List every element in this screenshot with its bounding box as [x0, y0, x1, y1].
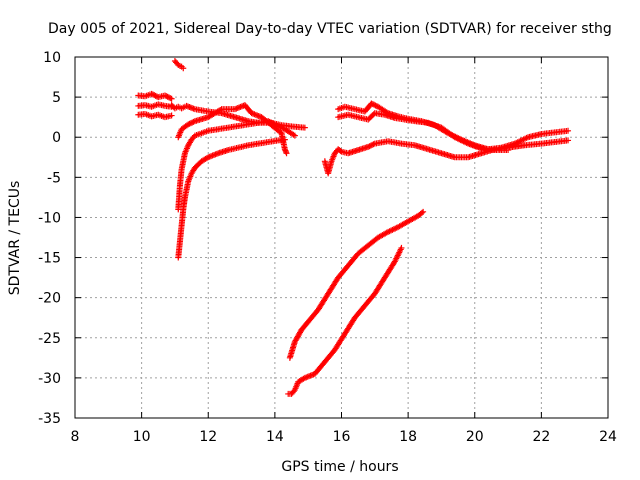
x-tick-label: 8 [71, 429, 80, 445]
y-tick-label: -15 [38, 251, 61, 267]
x-tick-label: 12 [199, 429, 217, 445]
data-point [418, 209, 425, 216]
y-axis-tick-labels: -35 -30 -25 -20 -15 -10 -5 0 5 10 [38, 50, 61, 427]
series-track-09 [278, 130, 290, 157]
grid-lines [75, 57, 608, 418]
series-track-03 [135, 110, 175, 121]
data-point [217, 106, 224, 113]
data-point [369, 141, 376, 148]
data-point [372, 102, 379, 109]
data-point [505, 147, 512, 154]
y-tick-label: 5 [52, 90, 61, 106]
data-point [270, 120, 277, 127]
data-point [185, 121, 192, 128]
data-point [398, 244, 405, 251]
data-point [337, 147, 344, 154]
data-point [203, 155, 210, 162]
y-tick-label: -5 [47, 170, 61, 186]
series-track-10 [321, 137, 572, 177]
data-point [366, 143, 373, 150]
data-point [371, 101, 378, 108]
data-point [148, 90, 155, 97]
data-point [189, 119, 196, 126]
data-point [265, 118, 272, 125]
data-point [163, 93, 170, 100]
data-point [300, 375, 307, 382]
data-point [269, 120, 276, 127]
data-point [283, 150, 290, 157]
series-track-01 [135, 90, 175, 102]
data-point [370, 141, 377, 148]
y-tick-label: -35 [38, 411, 61, 427]
data-point [149, 91, 156, 98]
data-point [365, 143, 372, 150]
data-series-layer [135, 58, 572, 397]
series-track-07 [175, 118, 298, 213]
x-tick-label: 18 [399, 429, 417, 445]
x-tick-label: 24 [599, 429, 617, 445]
y-tick-label: -20 [38, 291, 61, 307]
data-point [186, 120, 193, 127]
data-point [368, 100, 375, 107]
data-point [291, 132, 298, 139]
data-point [301, 124, 308, 131]
data-point [165, 94, 172, 101]
x-axis-label: GPS time / hours [281, 459, 398, 475]
data-point [167, 95, 174, 102]
x-tick-label: 10 [133, 429, 151, 445]
data-point [187, 120, 194, 127]
x-tick-label: 20 [466, 429, 484, 445]
y-axis-label: SDTVAR / TECUs [7, 181, 23, 296]
y-tick-label: 10 [43, 50, 61, 66]
y-tick-label: -25 [38, 331, 61, 347]
data-point [180, 65, 187, 72]
data-point [266, 118, 273, 125]
x-tick-label: 14 [266, 429, 284, 445]
series-track-13 [286, 208, 427, 361]
axis-ticks [74, 56, 609, 419]
x-tick-label: 16 [333, 429, 351, 445]
data-point [369, 101, 376, 108]
data-point [565, 127, 572, 134]
series-track-05 [171, 58, 187, 72]
x-axis-tick-labels: 8 10 12 14 16 18 20 22 24 [71, 429, 617, 445]
chart-title: Day 005 of 2021, Sidereal Day-to-day VTE… [48, 21, 612, 37]
y-tick-label: -30 [38, 371, 61, 387]
data-point [367, 142, 374, 149]
series-track-08 [175, 136, 288, 261]
series-track-12 [335, 110, 512, 154]
data-point [152, 92, 159, 99]
data-point [161, 92, 168, 99]
data-point [164, 93, 171, 100]
data-point [168, 112, 175, 119]
data-point [168, 95, 175, 102]
data-point [190, 118, 197, 125]
y-tick-label: 0 [52, 130, 61, 146]
y-tick-label: -10 [38, 210, 61, 226]
data-point [151, 92, 158, 99]
data-point [565, 137, 572, 144]
data-point [420, 208, 427, 215]
data-point [267, 119, 274, 126]
x-tick-label: 22 [532, 429, 550, 445]
series-track-14 [285, 244, 405, 397]
